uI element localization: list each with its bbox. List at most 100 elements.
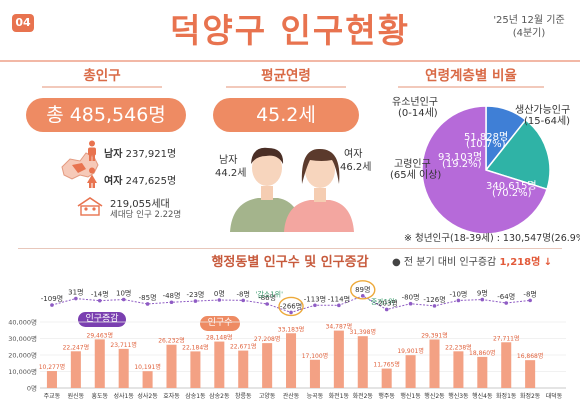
population-bar-label: 10,191명 bbox=[134, 363, 161, 371]
population-change-point bbox=[97, 298, 102, 303]
population-bar bbox=[190, 351, 201, 388]
population-change-label: -114명 bbox=[328, 294, 350, 303]
population-bar-label: 22,247명 bbox=[63, 343, 90, 351]
elderly-count: 93,103명 bbox=[438, 152, 483, 163]
population-change-point bbox=[74, 296, 78, 301]
total-value-pill: 총 485,546명 bbox=[26, 98, 186, 132]
district-tick-label: 성사1동 bbox=[113, 392, 134, 400]
couple-illustration bbox=[230, 147, 354, 232]
district-tick-label: 행신4동 bbox=[472, 392, 493, 400]
population-bar-label: 16,868명 bbox=[517, 352, 544, 360]
y-tick-label: 20,000명 bbox=[8, 351, 37, 360]
population-change-label: -203명 bbox=[376, 298, 398, 307]
working-label: 생산가능인구 bbox=[515, 105, 571, 116]
population-change-point bbox=[193, 299, 198, 303]
youth-adult-footnote: ※ 청년인구(18-39세) : 130,547명(26.9%) bbox=[404, 233, 580, 244]
district-tick-label: 고양동 bbox=[259, 392, 276, 400]
y-tick-label: 10,000명 bbox=[8, 367, 37, 376]
y-tick-label: 30,000명 bbox=[8, 334, 37, 343]
increase-top-callout: '증가1위' bbox=[369, 297, 397, 306]
district-tick-label: 행신3동 bbox=[448, 392, 469, 400]
population-change-label: 31명 bbox=[68, 288, 83, 297]
population-bar bbox=[453, 351, 464, 388]
population-bar bbox=[262, 343, 273, 388]
elderly-pct: (19.2%) bbox=[442, 159, 482, 170]
female-age-label: 여자 bbox=[344, 149, 363, 160]
population-bar bbox=[429, 339, 440, 388]
district-tick-label: 능곡동 bbox=[307, 393, 324, 400]
population-bar-label: 34,787명 bbox=[326, 323, 353, 331]
district-tick-label: 삼송2동 bbox=[209, 392, 230, 400]
decrease-top-callout: '감소1위' bbox=[255, 290, 283, 298]
working-count: 340,615명 bbox=[486, 181, 537, 192]
female-count-label: 여자 bbox=[104, 176, 123, 187]
district-tick-label: 행주동 bbox=[378, 392, 395, 400]
pie-slice-elderly bbox=[484, 118, 551, 191]
population-change-point bbox=[456, 298, 461, 303]
population-bar-label: 27,711명 bbox=[493, 334, 520, 342]
total-heading: 총인구 bbox=[42, 64, 162, 88]
population-bar bbox=[214, 341, 225, 388]
population-bar bbox=[142, 371, 153, 388]
population-change-label: -126명 bbox=[423, 295, 445, 304]
population-change-label: -14명 bbox=[91, 290, 109, 299]
population-bar bbox=[333, 330, 344, 388]
population-bar-label: 33,183명 bbox=[278, 325, 305, 333]
as-of-line2: (4분기) bbox=[512, 28, 546, 39]
y-tick-label: 0명 bbox=[27, 384, 37, 393]
youth-count: 51,828명 bbox=[464, 132, 509, 143]
population-change-label: -109명 bbox=[41, 294, 63, 303]
population-bar bbox=[501, 342, 512, 388]
population-bar bbox=[94, 339, 105, 388]
population-change-point bbox=[289, 310, 293, 315]
population-bar bbox=[118, 348, 129, 388]
population-bar-label: 29,391명 bbox=[421, 332, 448, 340]
population-change-label: -48명 bbox=[163, 291, 181, 300]
population-change-label: 89명 bbox=[355, 285, 370, 294]
increase-top-callout-ring bbox=[350, 280, 376, 300]
population-bar bbox=[309, 359, 320, 388]
as-of-line1: '25년 12월 기준 bbox=[493, 15, 565, 26]
population-bar bbox=[70, 351, 81, 388]
per-household: 세대당 인구 2.22명 bbox=[110, 210, 182, 220]
population-change-point bbox=[217, 298, 222, 302]
elderly-range: (65세 이상) bbox=[390, 170, 442, 181]
district-chart-heading: 행정동별 인구수 및 인구증감 bbox=[211, 255, 369, 270]
youth-pct: (10.7%) bbox=[466, 139, 506, 150]
district-tick-label: 화전2동 bbox=[353, 392, 374, 400]
male-person-icon bbox=[88, 140, 96, 161]
female-age-value: 46.2세 bbox=[340, 162, 372, 173]
population-bar-label: 29,463명 bbox=[87, 331, 114, 339]
population-change-point bbox=[337, 303, 341, 308]
population-bar-label: 27,208명 bbox=[254, 335, 281, 343]
district-tick-label: 행신2동 bbox=[424, 392, 445, 400]
average-age-pill: 45.2세 bbox=[213, 98, 359, 132]
district-tick-label: 삼송1동 bbox=[185, 392, 206, 400]
y-tick-label: 40,000명 bbox=[8, 318, 37, 327]
male-age-label: 남자 bbox=[219, 155, 238, 166]
population-bar bbox=[525, 360, 536, 388]
population-change-point bbox=[241, 298, 246, 303]
working-pct: (70.2%) bbox=[492, 188, 532, 199]
district-tick-label: 창릉동 bbox=[235, 392, 252, 400]
population-change-label: -10명 bbox=[449, 289, 467, 298]
working-range: (15-64세) bbox=[524, 116, 571, 127]
legend-population-tag: 인구수 bbox=[200, 316, 240, 331]
population-change-label: -113명 bbox=[304, 294, 326, 303]
age-group-pie-chart bbox=[421, 105, 551, 235]
household-count: 219,055세대 bbox=[110, 199, 170, 210]
population-bar-label: 11,765명 bbox=[373, 361, 400, 369]
population-change-label: -64명 bbox=[497, 292, 515, 301]
population-change-point bbox=[265, 302, 269, 306]
population-bar-label: 18,860명 bbox=[469, 349, 496, 357]
quarter-change-value: 1,218명 ↓ bbox=[499, 257, 553, 268]
district-tick-label: 관산동 bbox=[283, 392, 300, 400]
population-change-label: -8명 bbox=[237, 289, 250, 298]
population-change-point bbox=[313, 303, 317, 308]
population-bar bbox=[405, 355, 416, 388]
population-bar-label: 22,184명 bbox=[182, 343, 209, 351]
district-tick-label: 성사2동 bbox=[137, 392, 158, 400]
population-change-point bbox=[50, 303, 54, 307]
elderly-label: 고령인구 bbox=[394, 159, 431, 170]
